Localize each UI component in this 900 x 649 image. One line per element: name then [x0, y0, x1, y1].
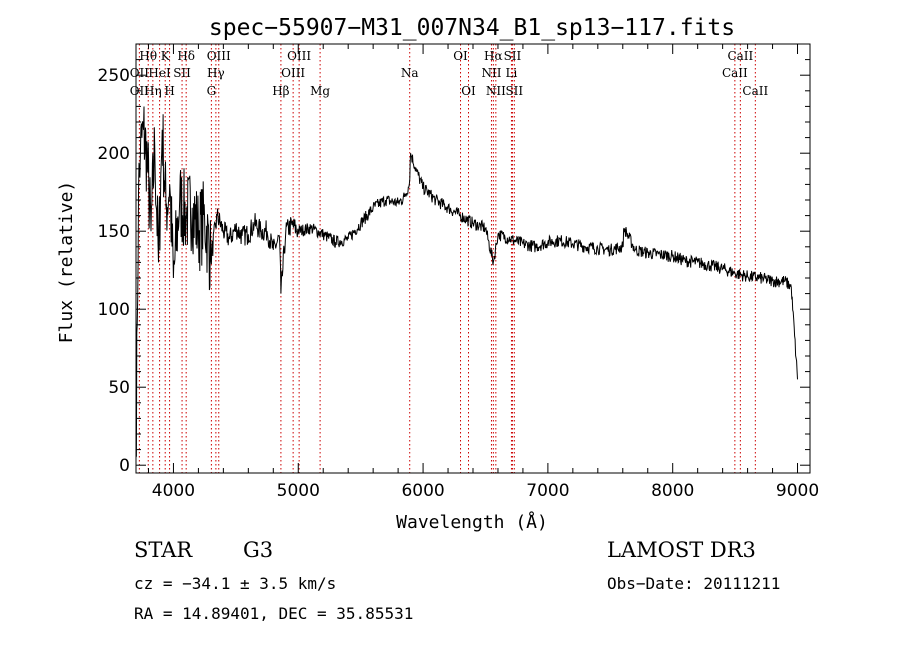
plot-frame [135, 43, 811, 474]
line-label-9: OIII [207, 49, 231, 63]
line-label-10: Hγ [207, 66, 225, 80]
line-label-19: Hα [484, 49, 503, 63]
line-label-1: OII [130, 66, 150, 80]
y-tick-label: 150 [98, 222, 130, 242]
line-label-27: CaII [742, 84, 768, 98]
x-tick-label: 9000 [776, 481, 819, 501]
line-label-20: NII [481, 66, 501, 80]
line-label-23: Li [506, 66, 518, 80]
line-label-12: OIII [287, 49, 311, 63]
axis-ticks [136, 44, 810, 473]
observation-date: Obs−Date: 20111211 [607, 574, 781, 593]
y-tick-label: 200 [98, 144, 130, 164]
line-label-14: Hβ [272, 84, 289, 98]
object-class: STAR [134, 538, 193, 562]
line-label-15: Mg [310, 84, 330, 98]
series-line-0 [135, 106, 798, 458]
series-layer [135, 106, 798, 458]
line-label-16: Na [401, 66, 419, 80]
x-tick-label: 8000 [651, 481, 694, 501]
line-label-5: HeI [148, 66, 171, 80]
redshift-velocity: cz = −34.1 ± 3.5 km/s [134, 574, 337, 593]
x-tick-label: 7000 [526, 481, 569, 501]
y-tick-label: 50 [108, 378, 130, 398]
line-label-22: SII [504, 49, 522, 63]
line-label-13: OIII [281, 66, 305, 80]
y-tick-label: 250 [98, 66, 130, 86]
chart-title: spec−55907−M31_007N34_B1_sp13−117.fits [209, 15, 735, 41]
coordinates: RA = 14.89401, DEC = 35.85531 [134, 604, 414, 623]
x-axis-label: Wavelength (Å) [396, 511, 548, 533]
y-tick-label: 0 [119, 456, 130, 476]
line-label-6: H [164, 84, 174, 98]
line-label-24: SII [505, 84, 523, 98]
x-tick-label: 5000 [277, 481, 320, 501]
survey-name: LAMOST DR3 [607, 538, 756, 562]
line-label-18: OI [461, 84, 476, 98]
line-label-3: Hη [144, 84, 162, 98]
line-label-21: NII [486, 84, 506, 98]
line-label-26: CaII [722, 66, 748, 80]
line-label-4: K [161, 49, 171, 63]
line-label-17: OI [453, 49, 468, 63]
x-tick-label: 4000 [152, 481, 195, 501]
line-label-11: G [207, 84, 217, 98]
y-tick-label: 100 [98, 300, 130, 320]
spectral-line-markers [138, 44, 756, 473]
x-tick-label: 6000 [401, 481, 444, 501]
y-axis-label: Flux (relative) [56, 181, 77, 344]
line-label-0: Hθ [139, 49, 157, 63]
line-label-8: SII [173, 66, 191, 80]
object-subclass: G3 [243, 538, 274, 562]
x-tick-labels: 4000 5000 6000 7000 8000 9000 [152, 481, 819, 501]
y-tick-labels: 0 50 100 150 200 250 [98, 66, 130, 476]
line-label-25: CaII [727, 49, 753, 63]
line-label-7: Hδ [177, 49, 195, 63]
